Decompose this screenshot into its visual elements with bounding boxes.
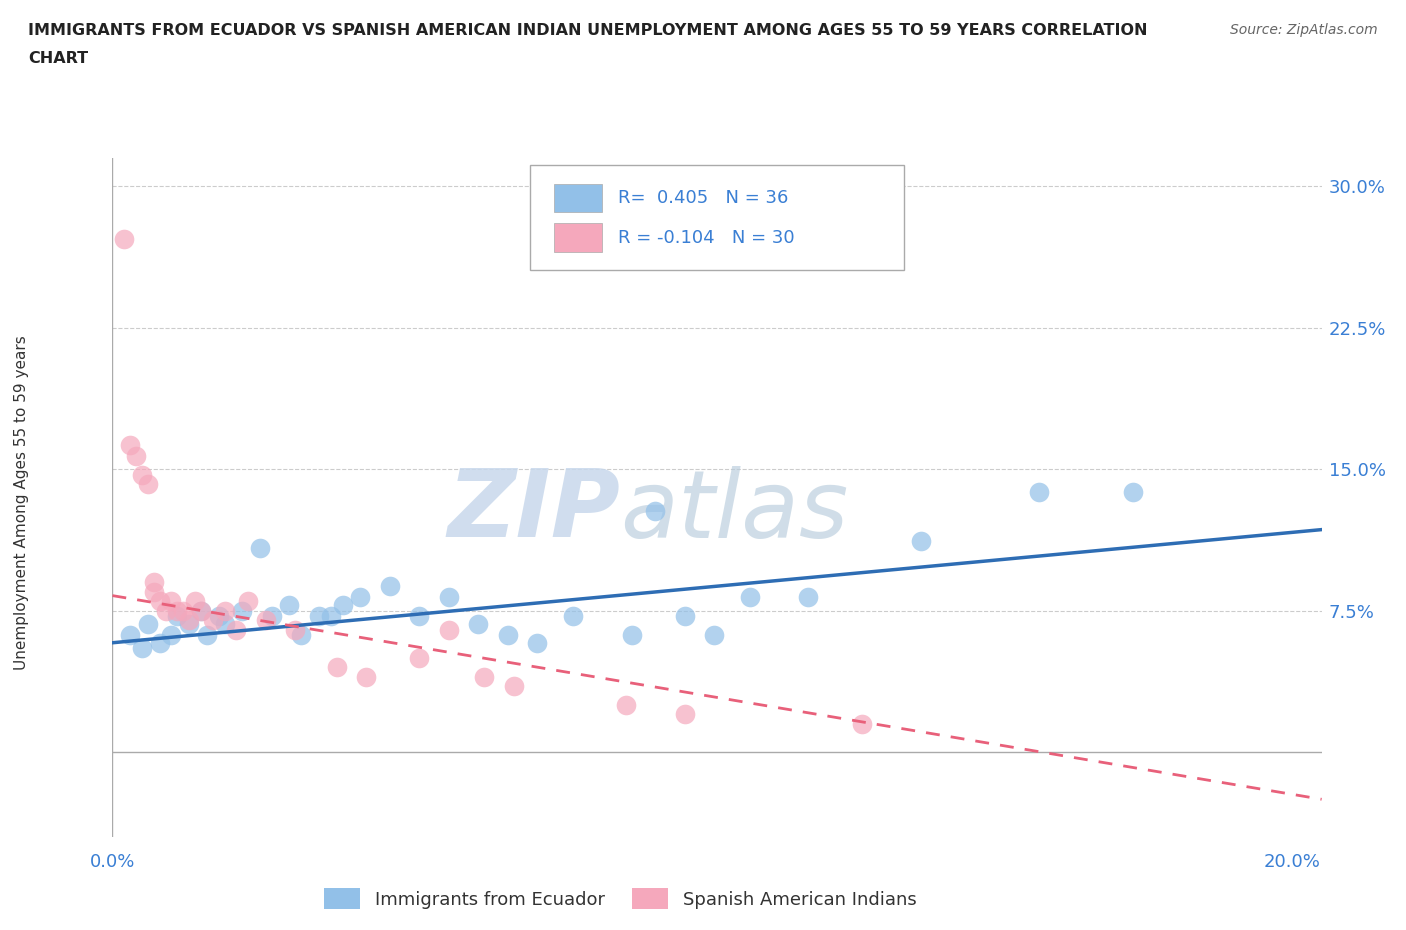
Point: [225, 622, 247, 637]
Point: [620, 628, 643, 643]
Text: IMMIGRANTS FROM ECUADOR VS SPANISH AMERICAN INDIAN UNEMPLOYMENT AMONG AGES 55 TO: IMMIGRANTS FROM ECUADOR VS SPANISH AMERI…: [28, 23, 1147, 38]
Point: [319, 609, 342, 624]
Point: [149, 594, 172, 609]
Point: [526, 635, 548, 650]
Point: [190, 604, 212, 618]
Point: [190, 604, 212, 618]
Text: Source: ZipAtlas.com: Source: ZipAtlas.com: [1230, 23, 1378, 37]
Point: [201, 613, 224, 628]
Point: [131, 468, 153, 483]
Point: [131, 641, 153, 656]
Legend: Immigrants from Ecuador, Spanish American Indians: Immigrants from Ecuador, Spanish America…: [318, 881, 924, 916]
Point: [112, 232, 135, 246]
Point: [472, 670, 495, 684]
Text: R = -0.104   N = 30: R = -0.104 N = 30: [617, 229, 794, 246]
Point: [278, 598, 301, 613]
Point: [502, 679, 524, 694]
Point: [208, 609, 231, 624]
Point: [325, 660, 347, 675]
Point: [332, 598, 354, 613]
Text: atlas: atlas: [620, 466, 849, 557]
Point: [378, 578, 401, 593]
Point: [1122, 485, 1144, 499]
Point: [184, 594, 207, 609]
Bar: [554, 184, 602, 212]
Point: [120, 628, 142, 643]
Point: [155, 604, 177, 618]
Point: [142, 575, 165, 590]
Point: [172, 604, 194, 618]
Point: [136, 477, 159, 492]
Point: [308, 609, 330, 624]
Point: [797, 590, 820, 604]
Point: [1028, 485, 1050, 499]
Point: [179, 617, 201, 631]
Text: Unemployment Among Ages 55 to 59 years: Unemployment Among Ages 55 to 59 years: [14, 335, 28, 670]
Point: [125, 448, 148, 463]
Point: [437, 622, 460, 637]
Point: [673, 609, 696, 624]
Point: [254, 613, 277, 628]
Point: [214, 604, 236, 618]
Point: [120, 437, 142, 452]
Point: [284, 622, 307, 637]
Point: [851, 716, 873, 731]
Point: [195, 628, 218, 643]
Bar: [554, 223, 602, 252]
Point: [160, 594, 183, 609]
Point: [349, 590, 371, 604]
Point: [703, 628, 725, 643]
Point: [496, 628, 519, 643]
Text: CHART: CHART: [28, 51, 89, 66]
Point: [644, 503, 666, 518]
Point: [214, 617, 236, 631]
Text: ZIP: ZIP: [447, 465, 620, 557]
Point: [231, 604, 253, 618]
Point: [408, 609, 430, 624]
Point: [910, 534, 932, 549]
Point: [166, 604, 188, 618]
Point: [249, 541, 271, 556]
Point: [136, 617, 159, 631]
Text: R=  0.405   N = 36: R= 0.405 N = 36: [617, 189, 789, 207]
Point: [467, 617, 489, 631]
Point: [561, 609, 583, 624]
Point: [738, 590, 761, 604]
Point: [236, 594, 259, 609]
Point: [408, 650, 430, 665]
Point: [149, 635, 172, 650]
Point: [614, 698, 637, 712]
Point: [166, 609, 188, 624]
FancyBboxPatch shape: [530, 165, 904, 270]
Point: [290, 628, 312, 643]
Point: [354, 670, 377, 684]
Point: [160, 628, 183, 643]
Point: [673, 707, 696, 722]
Point: [260, 609, 283, 624]
Point: [142, 584, 165, 599]
Point: [179, 613, 201, 628]
Point: [437, 590, 460, 604]
